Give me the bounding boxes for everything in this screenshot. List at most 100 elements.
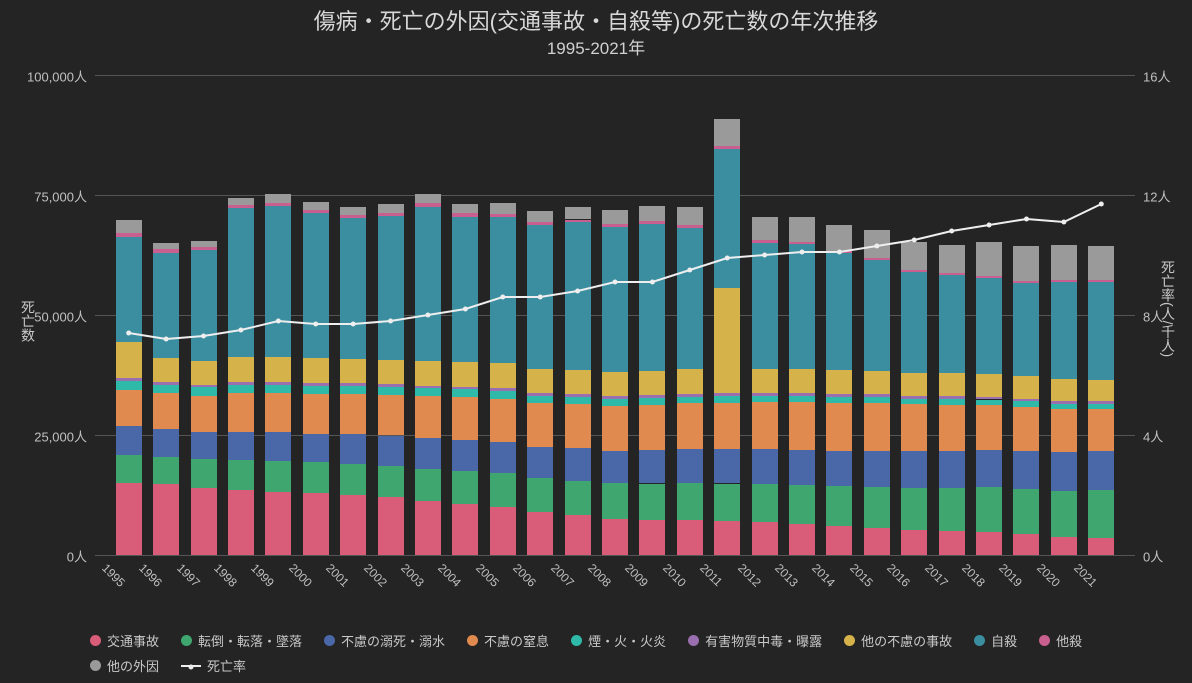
bar-segment-fall — [565, 481, 591, 516]
bar-segment-traffic — [864, 528, 890, 555]
bar-segment-fire — [677, 397, 703, 404]
legend-swatch — [844, 635, 855, 646]
bar-segment-homicide — [415, 203, 441, 206]
bar-segment-traffic — [565, 515, 591, 555]
legend-item-drown: 不慮の溺死・溺水 — [324, 631, 445, 650]
legend-item-poison: 有害物質中毒・曝露 — [688, 631, 822, 650]
bar-segment-suicide — [265, 206, 291, 357]
bar-segment-suicide — [602, 227, 628, 372]
bar-segment-homicide — [1013, 281, 1039, 283]
bar-segment-choke — [303, 394, 329, 433]
bar-segment-choke — [153, 393, 179, 429]
bar-segment-choke — [116, 390, 142, 426]
bar-segment-suicide — [191, 250, 217, 360]
gridline: 0人0人 — [95, 555, 1135, 556]
bar-segment-other — [415, 194, 441, 204]
bar-segment-other_acc — [789, 369, 815, 393]
bar-segment-other_acc — [752, 369, 778, 393]
bar-segment-other_acc — [191, 361, 217, 385]
bar-segment-choke — [340, 394, 366, 434]
bar-segment-choke — [939, 405, 965, 451]
bar-segment-other — [265, 194, 291, 203]
bar-segment-suicide — [677, 228, 703, 370]
bar-segment-suicide — [939, 275, 965, 373]
bar-segment-choke — [565, 404, 591, 448]
bars-group: 1995199619971998199920002001200220032004… — [95, 75, 1135, 555]
bar-segment-suicide — [415, 207, 441, 361]
bar-segment-drown — [228, 432, 254, 461]
legend-item-choke: 不慮の窒息 — [467, 631, 549, 650]
x-tick-label: 2004 — [435, 561, 473, 599]
legend-item-homicide: 他殺 — [1039, 631, 1082, 650]
bar-segment-other — [340, 207, 366, 215]
bar-segment-homicide — [789, 242, 815, 244]
bar-segment-poison — [1051, 401, 1077, 404]
bar-segment-fire — [901, 399, 927, 405]
legend-label: 他殺 — [1056, 631, 1082, 650]
legend-label: 交通事故 — [107, 631, 159, 650]
bar-segment-traffic — [340, 495, 366, 555]
bar-segment-other_acc — [1013, 376, 1039, 398]
bar-segment-suicide — [714, 149, 740, 288]
bar-segment-suicide — [1088, 282, 1114, 379]
bar-segment-other — [565, 207, 591, 219]
bar-segment-fall — [976, 487, 1002, 532]
bar-segment-homicide — [976, 276, 1002, 278]
bar-segment-drown — [265, 432, 291, 461]
legend-item-other: 他の外因 — [90, 656, 159, 675]
bar-segment-fire — [303, 386, 329, 394]
bar-segment-traffic — [527, 512, 553, 555]
bar-segment-suicide — [452, 217, 478, 362]
bar-segment-fire — [153, 385, 179, 393]
bar-segment-other_acc — [490, 363, 516, 388]
bar-segment-poison — [153, 382, 179, 385]
bar-segment-drown — [153, 429, 179, 457]
bar-segment-traffic — [714, 521, 740, 555]
bar-segment-choke — [976, 405, 1002, 450]
bar-segment-fall — [415, 469, 441, 501]
legend-item-fall: 転倒・転落・墜落 — [181, 631, 302, 650]
bar-segment-other_acc — [303, 358, 329, 383]
bar-segment-fire — [565, 397, 591, 404]
bar-segment-fall — [1013, 489, 1039, 535]
bar-segment-other_acc — [677, 369, 703, 393]
bar-segment-other — [1051, 245, 1077, 280]
bar-segment-fall — [452, 471, 478, 504]
bar-segment-fall — [490, 473, 516, 507]
bar-segment-traffic — [303, 493, 329, 555]
bar-segment-drown — [1013, 451, 1039, 489]
bar-segment-poison — [527, 393, 553, 396]
bar-segment-fire — [1013, 401, 1039, 406]
legend-label: 死亡率 — [207, 656, 246, 675]
bar-segment-other — [490, 203, 516, 214]
bar-segment-homicide — [826, 251, 852, 253]
bar-segment-other — [639, 206, 665, 221]
legend: 交通事故 転倒・転落・墜落 不慮の溺死・溺水 不慮の窒息 煙・火・火炎 有害物質中毒・曝露… — [90, 631, 1152, 675]
legend-swatch — [571, 635, 582, 646]
bar-segment-other — [864, 230, 890, 258]
bar-segment-drown — [901, 451, 927, 487]
bar-segment-homicide — [452, 213, 478, 216]
bar-segment-drown — [639, 450, 665, 483]
bar-segment-other — [939, 245, 965, 273]
bar-segment-other — [789, 217, 815, 242]
bar-segment-traffic — [116, 483, 142, 555]
bar-segment-homicide — [527, 222, 553, 225]
legend-item-rate: 死亡率 — [181, 656, 246, 675]
bar-segment-fire — [714, 396, 740, 403]
bar-segment-poison — [789, 393, 815, 396]
legend-label: 他の外因 — [107, 656, 159, 675]
bar-segment-choke — [677, 403, 703, 449]
legend-label: 煙・火・火炎 — [588, 631, 666, 650]
bar-segment-poison — [265, 382, 291, 385]
x-tick-label: 1997 — [174, 561, 212, 599]
y-right-tick-label: 0人 — [1143, 547, 1163, 566]
bar-segment-homicide — [228, 205, 254, 208]
legend-item-traffic: 交通事故 — [90, 631, 159, 650]
bar-segment-drown — [752, 449, 778, 484]
bar-segment-drown — [976, 450, 1002, 487]
x-tick-label: 2011 — [697, 561, 735, 599]
legend-line-swatch — [181, 665, 201, 667]
bar-segment-suicide — [378, 216, 404, 360]
bar-segment-traffic — [789, 524, 815, 555]
